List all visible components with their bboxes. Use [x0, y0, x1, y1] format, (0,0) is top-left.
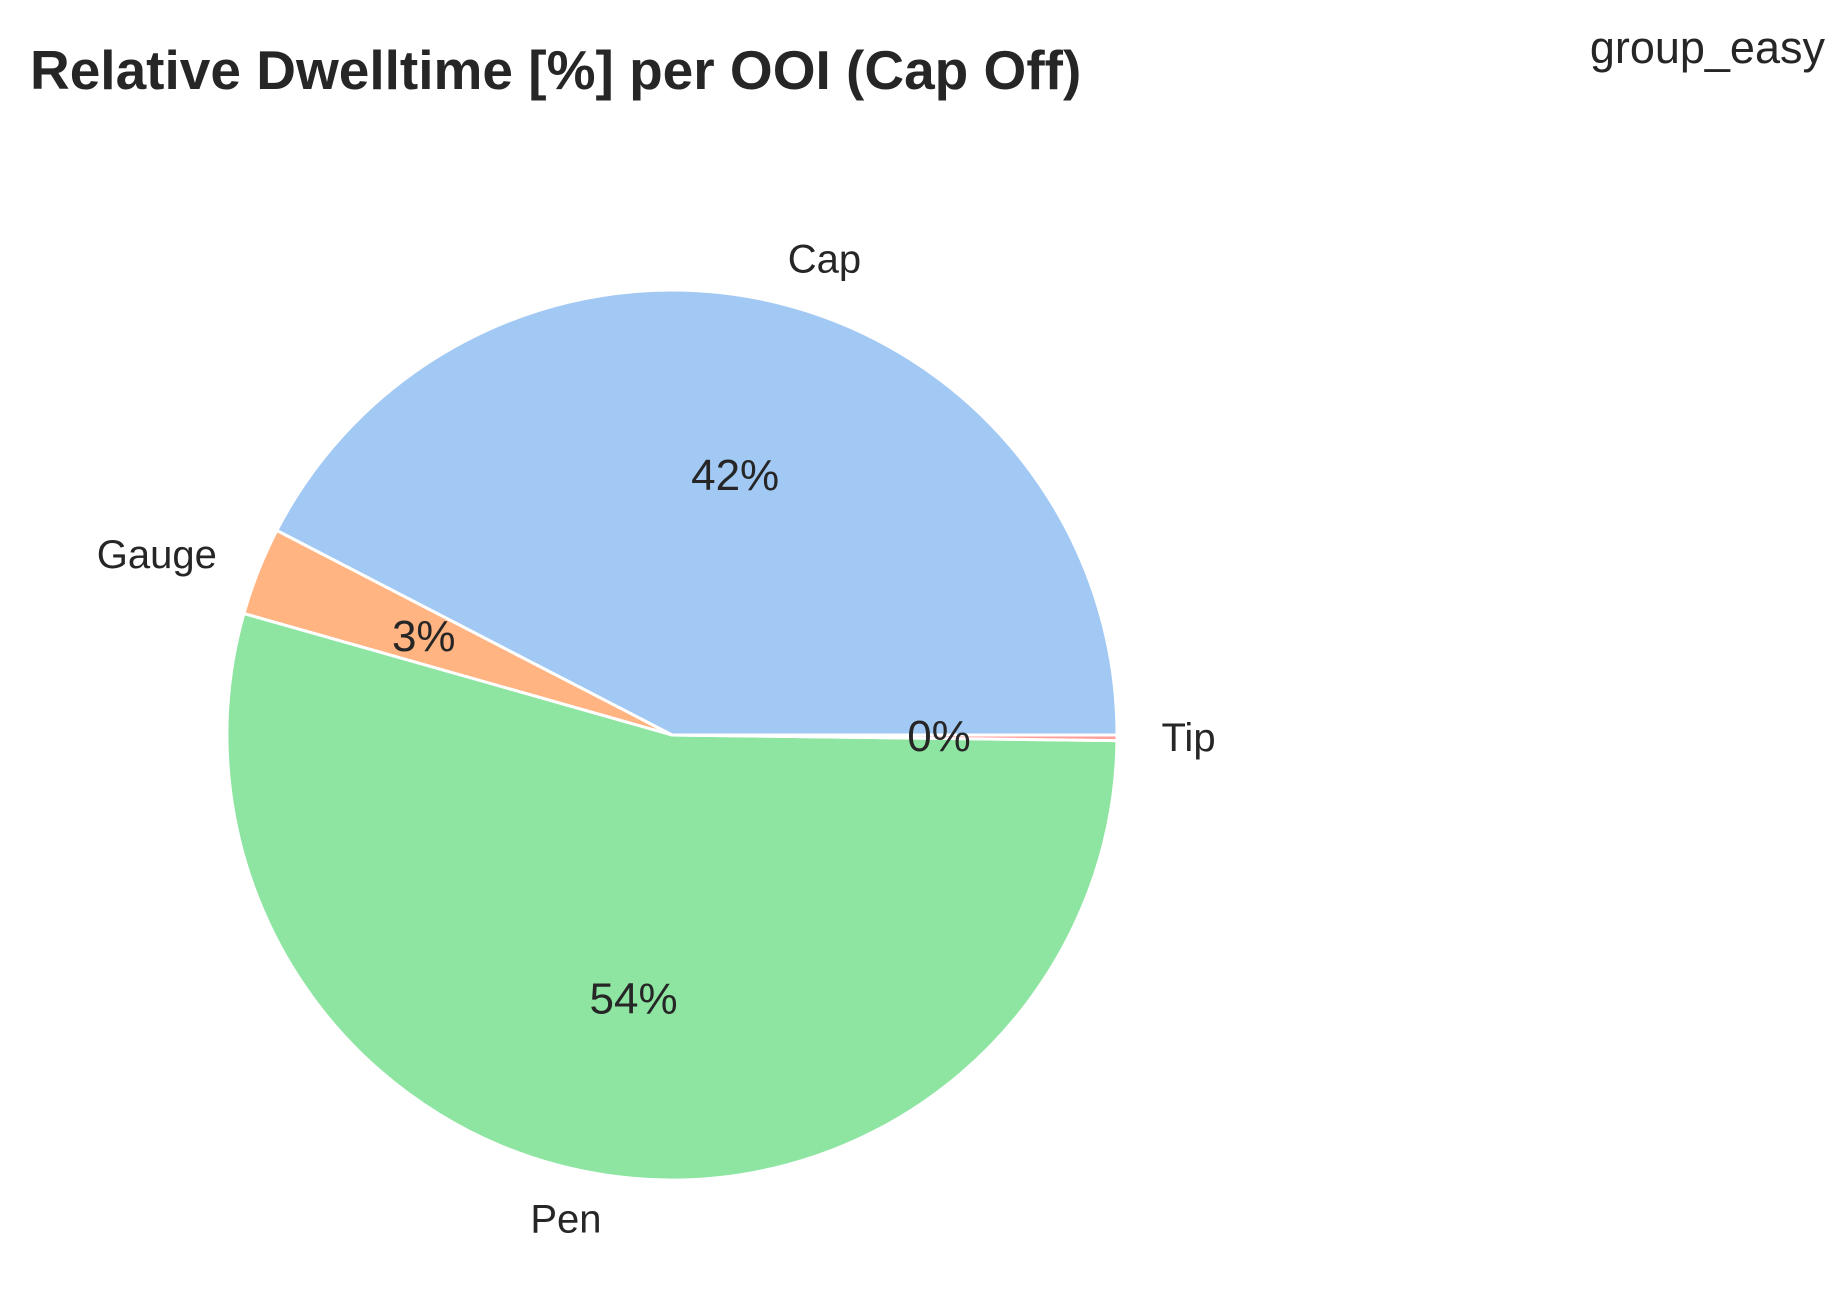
slice-label-tip: Tip [1161, 716, 1215, 760]
chart-title: Relative Dwelltime [%] per OOI (Cap Off) [30, 39, 1082, 101]
slice-percent-pen: 54% [590, 975, 678, 1024]
slice-label-cap: Cap [788, 237, 861, 281]
slice-label-gauge: Gauge [97, 533, 217, 577]
slice-percent-gauge: 3% [392, 612, 456, 661]
pie-slice-cap [275, 288, 1119, 737]
slice-percent-tip: 0% [907, 712, 971, 761]
pie-slice-pen [225, 612, 1119, 1182]
pie-slice-tip [670, 733, 1119, 743]
group-label: group_easy [1589, 22, 1825, 73]
slice-label-pen: Pen [530, 1197, 601, 1241]
slice-percent-cap: 42% [691, 451, 779, 500]
